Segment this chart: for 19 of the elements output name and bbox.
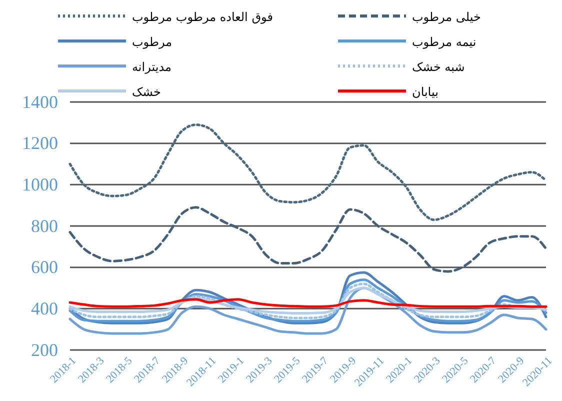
y-tick-label: 1000: [22, 174, 58, 194]
y-tick-label: 1200: [22, 133, 58, 154]
legend-label: نیمه مرطوب: [412, 35, 476, 49]
legend-label: خشک: [132, 85, 161, 99]
line-series: [68, 298, 548, 308]
legend-label: فوق العاده مرطوب مرطوب: [132, 10, 273, 24]
legend-label: مرطوب: [132, 35, 172, 49]
legend-label: بیابان: [412, 85, 438, 99]
line-series: [68, 206, 548, 273]
legend-label: شبه خشک: [412, 60, 465, 74]
y-tick-label: 1400: [22, 92, 58, 112]
y-tick-label: 800: [31, 216, 58, 236]
y-tick-label: 600: [31, 257, 58, 278]
line-series: [68, 123, 548, 222]
line-series: [68, 286, 548, 335]
y-tick-label: 200: [31, 340, 58, 360]
legend-label: خیلی مرطوب: [412, 10, 481, 24]
y-tick-label: 400: [31, 298, 58, 318]
legend-label: مدیترانه: [132, 60, 172, 74]
